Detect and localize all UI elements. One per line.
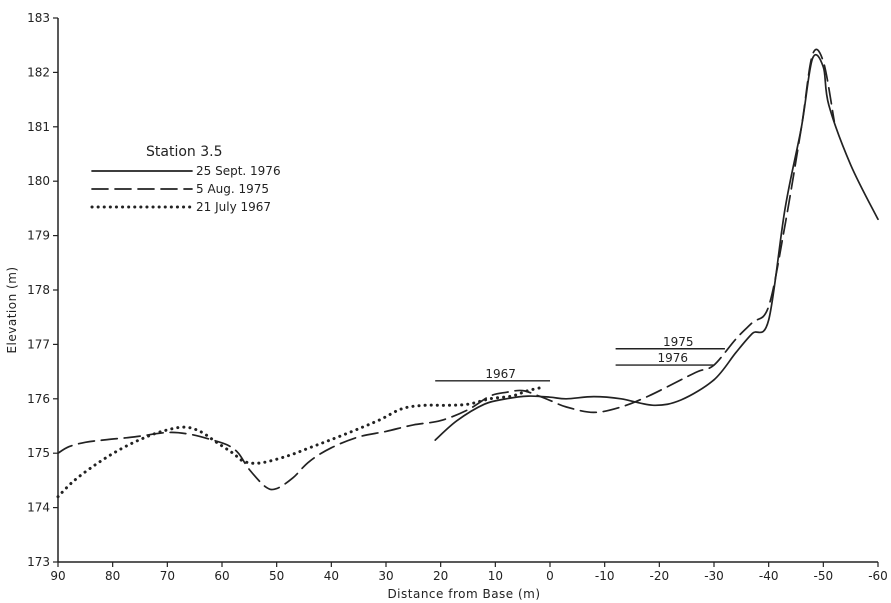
series-group [56,48,879,499]
y-tick-label: 176 [27,392,50,406]
x-tick-label: -20 [650,569,670,583]
x-tick-label: -30 [704,569,724,583]
x-tick-label: -10 [595,569,615,583]
y-tick-label: 180 [27,174,50,188]
y-tick-label: 173 [27,555,50,569]
x-tick-label: -40 [759,569,779,583]
x-tick-label: 0 [546,569,554,583]
x-tick-label: 30 [378,569,393,583]
series-line-dotted [56,385,546,499]
y-tick-label: 181 [27,120,50,134]
x-tick-label: 40 [324,569,339,583]
x-tick-label: 90 [50,569,65,583]
x-tick-label: -60 [868,569,888,583]
y-tick-label: 175 [27,446,50,460]
x-tick-label: 50 [269,569,284,583]
y-tick-label: 178 [27,283,50,297]
x-axis-title: Distance from Base (m) [387,587,540,601]
legend: Station 3.5 25 Sept. 1976 5 Aug. 1975 21 J… [90,144,281,214]
y-tick-label: 183 [27,11,50,25]
x-tick-label: 20 [433,569,448,583]
legend-label: 5 Aug. 1975 [196,182,269,196]
y-axis-title: Elevation (m) [5,266,19,353]
y-tick-label: 179 [27,229,50,243]
y-tick-label: 182 [27,65,50,79]
y-tick-label: 177 [27,337,50,351]
legend-title: Station 3.5 [146,144,223,160]
x-tick-label: 70 [160,569,175,583]
annotation-label: 1976 [658,351,689,365]
legend-label: 25 Sept. 1976 [196,164,281,178]
y-tick-label: 174 [27,501,50,515]
series-line-dashed [57,48,836,491]
axes [57,18,878,563]
x-tick-label: 60 [214,569,229,583]
annotation-label: 1967 [485,367,516,381]
x-ticks: 90 80 70 60 50 40 30 20 10 0 -10 -20 -30 -40 -50 -60 [50,562,888,583]
y-ticks: 173 174 175 176 177 178 179 180 181 182 183 [27,11,58,569]
annotation-label: 1975 [663,335,694,349]
legend-label: 21 July 1967 [196,200,271,214]
series-line-solid [434,53,879,441]
x-tick-label: 80 [105,569,120,583]
annotations: 1967 1975 1976 [435,335,725,382]
x-tick-label: -50 [814,569,834,583]
x-tick-label: 10 [488,569,503,583]
